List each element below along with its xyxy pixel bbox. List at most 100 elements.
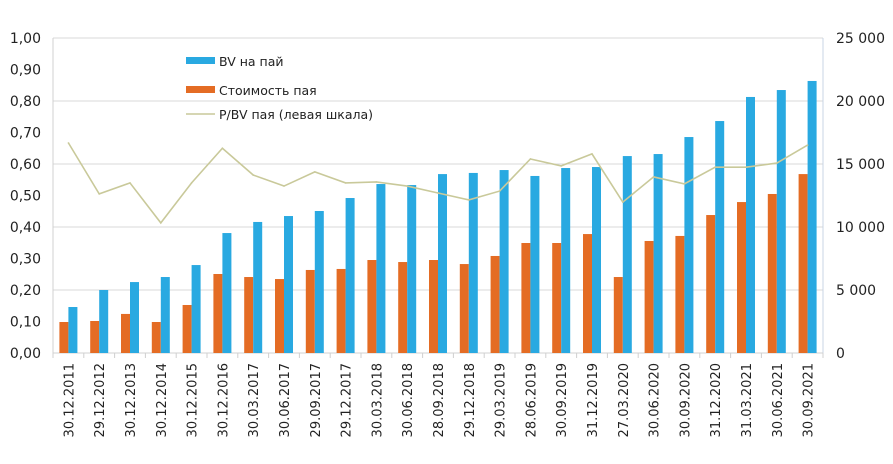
left-tick-label: 0,50 (10, 189, 41, 205)
bar-bv-per-unit (222, 233, 232, 353)
x-tick-label: 30.06.2017 (278, 363, 293, 437)
pbv-point (344, 182, 347, 184)
left-tick-label: 0,20 (10, 283, 41, 299)
right-tick-label: 10 000 (836, 220, 885, 236)
legend-label: BV на пай (219, 54, 283, 69)
left-tick-label: 1,00 (10, 31, 41, 47)
pbv-point (529, 158, 532, 160)
bar-bv-per-unit (407, 185, 417, 353)
bar-bv-per-unit (438, 174, 447, 353)
pbv-point (221, 147, 224, 150)
bar-bv-per-unit (253, 221, 263, 353)
bar-unit-price (367, 260, 377, 353)
bar-unit-price (275, 279, 284, 353)
bar-bv-per-unit (345, 198, 355, 353)
x-tick-label: 28.06.2019 (524, 363, 539, 437)
x-tick-label: 30.09.2021 (802, 363, 817, 437)
bar-bv-per-unit (314, 210, 324, 353)
pbv-point (160, 222, 162, 224)
right-tick-label: 25 000 (836, 31, 885, 47)
x-tick-label: 30.06.2021 (771, 363, 786, 437)
left-tick-label: 0,40 (10, 220, 41, 236)
bars (59, 80, 817, 354)
bar-bv-per-unit (499, 170, 509, 353)
bar-bv-per-unit (191, 265, 201, 353)
x-tick-label: 29.03.2019 (494, 363, 509, 437)
left-axis-ticks: 0,00 0,10 0,20 0,30 0,40 0,50 0,60 0,70 0,80 0,90… (10, 31, 41, 362)
pbv-point (745, 166, 747, 168)
x-tick-label: 30.03.2017 (247, 363, 262, 437)
x-tick-label: 30.12.2016 (216, 363, 231, 437)
bar-bv-per-unit (622, 156, 632, 353)
x-tick-label: 31.12.2019 (586, 363, 601, 437)
left-tick-label: 0,90 (10, 63, 41, 79)
bar-unit-price (213, 273, 223, 353)
bar-unit-price (59, 322, 69, 353)
x-tick-label: 30.06.2018 (401, 363, 416, 437)
bar-unit-price (398, 262, 408, 353)
bar-bv-per-unit (592, 167, 601, 353)
pbv-point (129, 182, 131, 184)
bar-unit-price (121, 313, 130, 353)
left-tick-label: 0,00 (10, 346, 41, 362)
bar-unit-price (583, 234, 592, 353)
pbv-point (560, 165, 562, 167)
pbv-point (498, 190, 501, 192)
x-tick-label: 27.03.2020 (617, 363, 632, 437)
pbv-point (190, 182, 193, 184)
bar-unit-price (613, 277, 623, 353)
right-tick-label: 15 000 (836, 157, 885, 173)
bar-bv-per-unit (468, 172, 478, 353)
x-tick-label: 30.09.2020 (678, 363, 693, 437)
pbv-point (375, 181, 378, 183)
x-tick-label: 29.12.2018 (463, 363, 478, 437)
right-tick-label: 0 (836, 346, 845, 362)
bar-unit-price (521, 243, 531, 353)
bar-bv-per-unit (746, 96, 755, 353)
bar-unit-price (798, 174, 808, 353)
bar-bv-per-unit (807, 80, 817, 353)
bar-unit-price (706, 215, 716, 353)
right-axis-ticks: 0 5 000 10 000 15 000 20 000 25 000 (836, 31, 885, 362)
x-tick-label: 30.03.2018 (370, 363, 385, 437)
pbv-point (314, 171, 316, 173)
pbv-point (252, 174, 254, 176)
legend: BV на пай Стоимость пая P/BV пая (левая шк… (186, 54, 373, 122)
pbv-point (591, 153, 593, 155)
bar-bv-per-unit (684, 137, 694, 353)
x-tick-label: 30.09.2019 (555, 363, 570, 437)
bar-unit-price (336, 268, 346, 353)
x-tick-label: 29.09.2017 (309, 363, 324, 437)
pbv-point (683, 183, 686, 185)
x-axis-labels: 30.12.2011 29.12.2012 30.12.2013 30.12.2014… (62, 363, 816, 437)
pbv-point (468, 199, 470, 201)
bar-unit-price (305, 269, 315, 353)
bar-unit-price (151, 322, 161, 353)
pbv-point (98, 193, 100, 195)
bar-unit-price (459, 264, 469, 353)
left-tick-label: 0,70 (10, 126, 41, 142)
bar-unit-price (90, 320, 100, 353)
bar-bv-per-unit (99, 290, 109, 353)
pbv-point (806, 144, 809, 146)
left-tick-label: 0,80 (10, 94, 41, 110)
bar-unit-price (644, 240, 654, 353)
bar-bv-per-unit (715, 121, 725, 353)
bar-bv-per-unit (776, 90, 786, 354)
right-tick-label: 5 000 (836, 283, 876, 299)
bar-unit-price (675, 235, 685, 353)
bar-unit-price (244, 277, 254, 353)
bar-bv-per-unit (160, 277, 170, 353)
bar-bv-per-unit (561, 168, 571, 353)
left-tick-label: 0,10 (10, 315, 41, 331)
pbv-point (437, 192, 439, 194)
bar-unit-price (490, 255, 500, 353)
legend-label: P/BV пая (левая шкала) (219, 107, 373, 122)
x-tick-label: 31.12.2020 (709, 363, 724, 437)
x-tick-label: 30.12.2013 (124, 363, 139, 437)
x-tick-label: 30.06.2020 (648, 363, 663, 437)
x-tick-label: 31.03.2021 (740, 363, 755, 437)
pbv-line (67, 142, 809, 225)
pbv-point (652, 176, 655, 178)
left-tick-label: 0,60 (10, 157, 41, 173)
